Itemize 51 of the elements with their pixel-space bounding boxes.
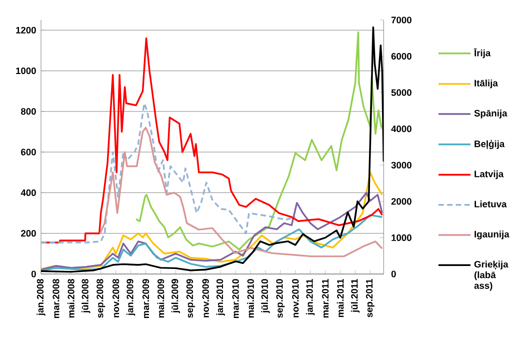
y2-tick-label: 6000 [391,52,412,60]
y-tick-label: 200 [21,230,36,237]
y2-tick-label: 1000 [392,234,412,241]
x-tick-label: sep.2008 [96,279,106,318]
legend-label: Spānija [474,110,508,118]
y-tick-label: 800 [21,108,36,115]
x-tick-label: nov.2009 [202,279,209,318]
x-tick-label: jūl.2011 [350,278,360,313]
y2-tick-label: 3000 [391,162,412,168]
x-tick-label: jūl.2009 [171,279,180,314]
legend-label: Lietuva [474,200,507,208]
x-tick-label: jūl.2008 [82,278,90,314]
x-tick-label: nov.2008 [112,278,120,318]
x-tick-label: jan.2008 [36,278,46,316]
line-series [135,31,382,250]
x-tick-label: sep.2009 [186,279,195,318]
x-tick-label: mai.2008 [68,279,74,318]
x-tick-label: mar.2010 [232,279,239,318]
legend-label: Beļģija [474,140,505,150]
line-series [41,102,296,244]
x-tick-label: nov.2010 [292,279,299,318]
legend-label: Igaunija [474,230,510,240]
y2-tick-label: 4000 [391,126,412,132]
legend-label: Īrija [474,48,491,58]
y-tick-label: 0 [31,270,36,278]
x-tick-label: mai.2011 [336,278,344,318]
line-series [41,214,384,272]
y-tick-label: 600 [21,148,36,156]
x-tick-label: mai.2010 [247,279,254,318]
x-tick-label: mar.2008 [52,279,60,318]
x-tick-label: sep.2011 [366,278,374,318]
x-tick-label: jan.2010 [216,279,225,316]
y2-tick-label: 5000 [391,89,412,96]
x-tick-label: jan.2009 [126,279,136,316]
legend-label: Grieķija (labā ass) [474,260,508,291]
y2-tick-label: 0 [391,270,396,278]
y2-tick-label: 7000 [391,16,412,24]
x-tick-label: mar.2011 [322,278,329,318]
x-tick-label: sep.2010 [276,279,285,318]
y-tick-label: 1200 [16,26,36,34]
line-series [99,126,384,258]
x-tick-label: mai.2009 [157,279,164,318]
line-series [41,172,384,270]
y-tick-label: 1000 [16,68,36,74]
x-tick-label: jūl.2010 [261,279,270,314]
legend-label: Latvija [474,170,504,180]
legend-label: Itālija [474,80,498,88]
x-tick-label: jan.2011 [306,278,315,316]
y-tick-label: 400 [20,189,36,196]
y2-tick-label: 2000 [391,198,412,205]
x-tick-label: mar.2009 [142,279,150,318]
